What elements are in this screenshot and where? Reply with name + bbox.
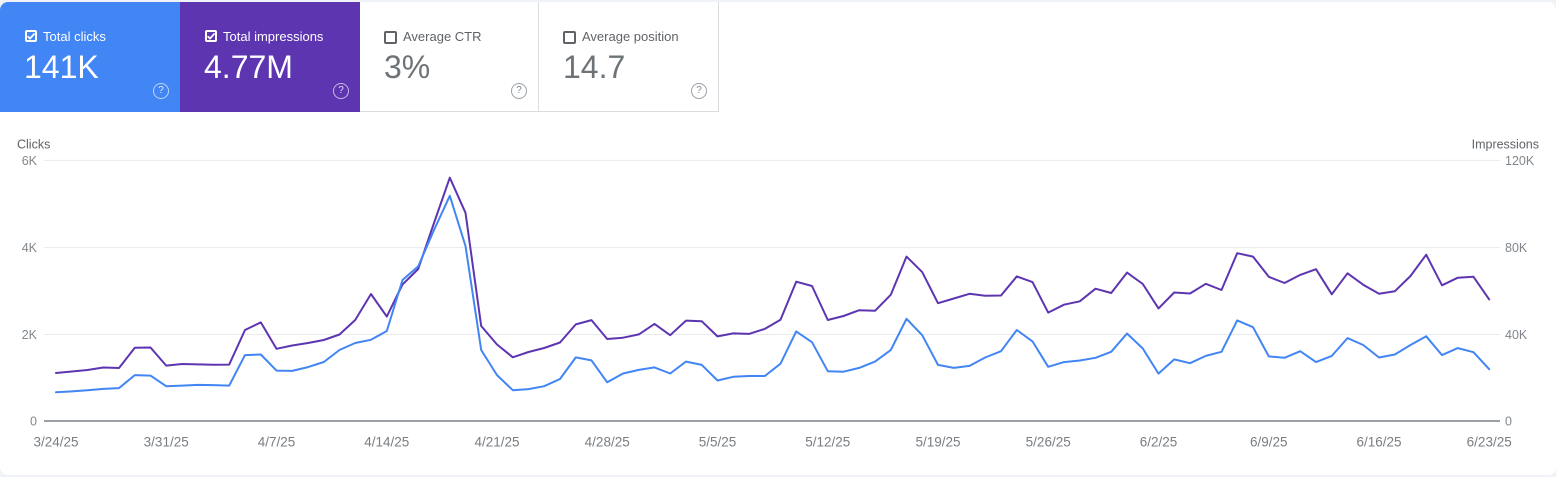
svg-text:5/12/25: 5/12/25 [805,435,850,450]
svg-text:4/14/25: 4/14/25 [364,435,409,450]
svg-text:2K: 2K [22,328,38,342]
svg-text:6/16/25: 6/16/25 [1356,435,1401,450]
svg-text:6/23/25: 6/23/25 [1467,435,1512,450]
svg-text:4/21/25: 4/21/25 [474,435,519,450]
svg-text:6/2/25: 6/2/25 [1140,435,1178,450]
svg-text:5/5/25: 5/5/25 [699,435,737,450]
svg-text:80K: 80K [1505,241,1528,255]
svg-text:3/31/25: 3/31/25 [144,435,189,450]
svg-text:40K: 40K [1505,328,1528,342]
svg-text:Impressions: Impressions [1472,138,1539,152]
svg-text:4/7/25: 4/7/25 [258,435,296,450]
svg-text:6K: 6K [22,154,38,168]
svg-text:3/24/25: 3/24/25 [33,435,78,450]
svg-text:120K: 120K [1505,154,1535,168]
svg-text:4K: 4K [22,241,38,255]
svg-text:0: 0 [1505,415,1512,429]
svg-text:6/9/25: 6/9/25 [1250,435,1288,450]
svg-text:5/19/25: 5/19/25 [915,435,960,450]
svg-text:5/26/25: 5/26/25 [1026,435,1071,450]
svg-text:0: 0 [30,415,37,429]
svg-text:4/28/25: 4/28/25 [585,435,630,450]
svg-text:Clicks: Clicks [17,138,50,152]
